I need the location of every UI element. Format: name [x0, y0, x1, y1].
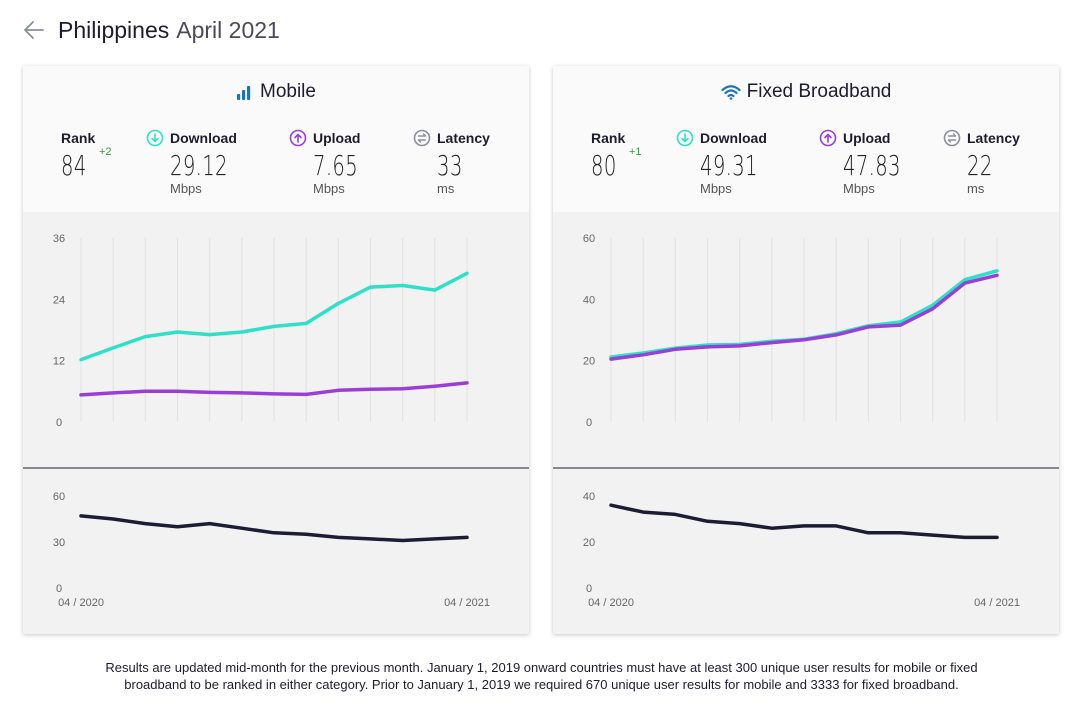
download-unit: Mbps: [170, 181, 202, 196]
latency-label: Latency: [437, 130, 490, 146]
download-unit: Mbps: [700, 181, 732, 196]
fixed-upload: Upload 47.83 Mbps: [819, 129, 926, 196]
upload-series-line: [79, 381, 469, 397]
y-tick-label: 0: [586, 417, 592, 429]
mobile-upload: Upload 7.65 Mbps: [289, 129, 377, 196]
rank-change-badge: +1: [629, 146, 642, 158]
mobile-card: Mobile Rank 84 +2 Download 29.12 Mbps: [23, 66, 529, 634]
rank-change-badge: +2: [99, 146, 112, 158]
fixed-rank: Rank 80: [591, 129, 628, 181]
footnote: Results are updated mid-month for the pr…: [0, 659, 1083, 693]
latency-value: 33: [437, 149, 463, 182]
country-name: Philippines: [58, 16, 170, 43]
fixed-charts: 0 20 40 60 0 20 40 04 / 2020 04 / 2021: [553, 233, 1059, 609]
download-arrow-icon: [146, 129, 164, 147]
y-tick-label: 0: [586, 583, 592, 595]
latency-icon: [413, 129, 431, 147]
download-arrow-icon: [676, 129, 694, 147]
rank-value: 84: [61, 149, 87, 182]
signal-bars-icon: [237, 86, 251, 100]
y-tick-label: 0: [56, 417, 62, 429]
fixed-latency-chart: 0 20 40 04 / 2020 04 / 2021: [583, 491, 1020, 609]
fixed-title: Fixed Broadband: [746, 81, 892, 102]
download-label-row: Download: [676, 129, 783, 147]
mobile-latency-chart: 0 30 60 04 / 2020 04 / 2021: [53, 491, 490, 609]
fixed-card-title: Fixed Broadband: [553, 81, 1059, 103]
mobile-card-title: Mobile: [23, 81, 529, 103]
upload-label-row: Upload: [819, 129, 926, 147]
y-tick-label: 20: [583, 537, 595, 549]
mobile-summary: Mobile Rank 84 +2 Download 29.12 Mbps: [23, 66, 529, 212]
upload-unit: Mbps: [843, 181, 875, 196]
rank-value: 80: [591, 149, 617, 182]
x-tick-label: 04 / 2020: [58, 597, 104, 609]
fixed-download: Download 49.31 Mbps: [676, 129, 783, 196]
y-tick-label: 60: [583, 233, 595, 245]
mobile-rank: Rank 84: [61, 129, 98, 181]
y-tick-label: 24: [53, 294, 65, 306]
upload-value: 7.65: [313, 149, 359, 182]
upload-series-line: [609, 273, 999, 361]
latency-label: Latency: [967, 130, 1020, 146]
x-tick-label: 04 / 2021: [974, 597, 1020, 609]
latency-label-row: Latency: [943, 129, 1020, 147]
mobile-title: Mobile: [260, 81, 316, 102]
latency-unit: ms: [437, 181, 455, 196]
page-header: Philippines April 2021: [22, 14, 280, 46]
download-label: Download: [700, 130, 767, 146]
y-tick-label: 20: [583, 356, 595, 368]
latency-icon: [943, 129, 961, 147]
download-label: Download: [170, 130, 237, 146]
y-tick-label: 12: [53, 356, 65, 368]
y-tick-label: 36: [53, 233, 65, 245]
mobile-download: Download 29.12 Mbps: [146, 129, 253, 196]
y-tick-label: 60: [53, 491, 65, 503]
latency-label-row: Latency: [413, 129, 490, 147]
rank-label: Rank: [61, 130, 96, 146]
latency-value: 22: [967, 149, 993, 182]
footnote-line-2: broadband to be ranked in either categor…: [124, 677, 959, 692]
y-tick-label: 40: [583, 491, 595, 503]
download-label-row: Download: [146, 129, 253, 147]
latency-series-line: [79, 514, 469, 543]
upload-value: 47.83: [843, 149, 901, 182]
upload-arrow-icon: [289, 129, 307, 147]
wifi-icon: [721, 85, 741, 100]
download-value: 29.12: [170, 149, 228, 182]
footnote-line-1: Results are updated mid-month for the pr…: [105, 660, 978, 675]
back-arrow-icon[interactable]: [22, 18, 46, 42]
upload-label: Upload: [843, 130, 891, 146]
y-tick-label: 30: [53, 537, 65, 549]
upload-label-row: Upload: [289, 129, 377, 147]
fixed-summary: Fixed Broadband Rank 80 +1 Download 49.3…: [553, 66, 1059, 212]
fixed-speed-chart: 0 20 40 60: [583, 233, 999, 429]
mobile-speed-chart: 0 12 24 36: [53, 233, 469, 429]
rank-label: Rank: [591, 130, 626, 146]
mobile-charts: 0 12 24 36 0 30 60 04 / 2020 04 / 2021: [23, 233, 529, 609]
x-tick-label: 04 / 2021: [444, 597, 490, 609]
fixed-broadband-card: Fixed Broadband Rank 80 +1 Download 49.3…: [553, 66, 1059, 634]
mobile-latency: Latency 33 ms: [413, 129, 490, 196]
y-tick-label: 40: [583, 294, 595, 306]
upload-arrow-icon: [819, 129, 837, 147]
y-tick-label: 0: [56, 583, 62, 595]
fixed-latency: Latency 22 ms: [943, 129, 1020, 196]
x-tick-label: 04 / 2020: [588, 597, 634, 609]
download-value: 49.31: [700, 149, 758, 182]
latency-series-line: [609, 503, 999, 540]
upload-unit: Mbps: [313, 181, 345, 196]
report-date: April 2021: [176, 16, 280, 43]
download-series-line: [79, 271, 469, 362]
upload-label: Upload: [313, 130, 361, 146]
latency-unit: ms: [967, 181, 985, 196]
